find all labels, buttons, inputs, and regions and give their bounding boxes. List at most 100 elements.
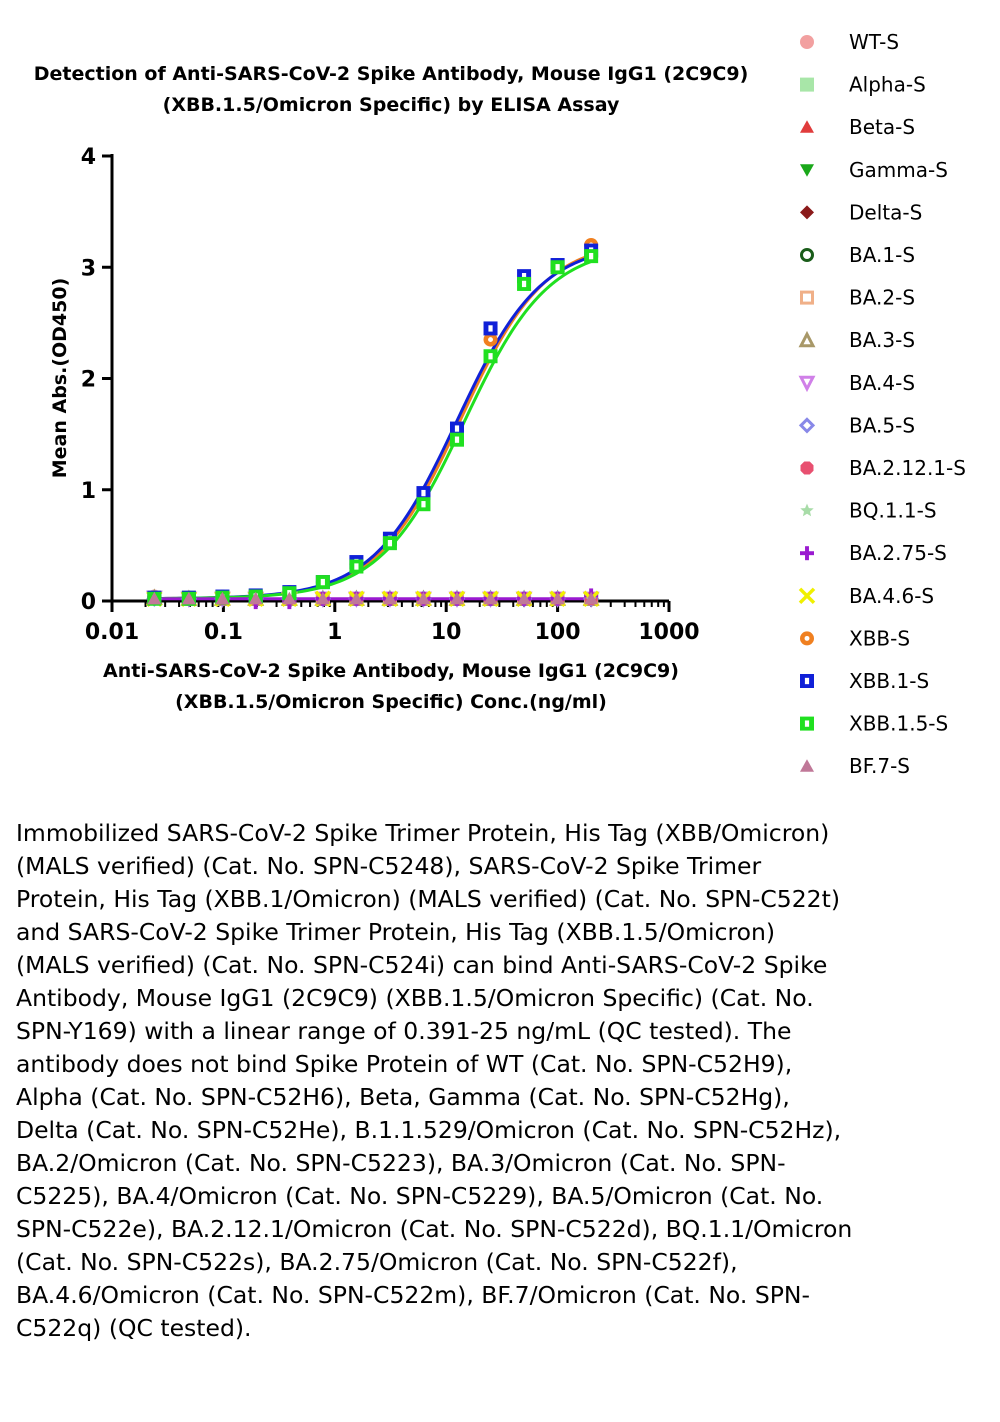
legend-item-alpha-s: Alpha-S bbox=[800, 73, 926, 97]
data-point-bf-7-s bbox=[483, 591, 498, 605]
chart-title-line-1: Detection of Anti-SARS-CoV-2 Spike Antib… bbox=[34, 63, 749, 85]
data-point-xbb-1-s bbox=[483, 321, 498, 336]
legend-item-ba-2-12-1-s: BA.2.12.1-S bbox=[800, 456, 966, 480]
plot-area: 0 1 2 3 4 0.01 0.1 1 10 100 1000 bbox=[81, 145, 700, 645]
legend-marker bbox=[798, 330, 816, 348]
data-point-bf-7-s bbox=[215, 591, 230, 605]
legend-label: BA.5-S bbox=[849, 413, 915, 437]
data-point-xbb-s bbox=[483, 332, 498, 347]
legend-item-beta-s: Beta-S bbox=[800, 115, 915, 139]
data-point-xbb-1-5-s bbox=[416, 497, 431, 512]
data-point-bf-7-s bbox=[181, 591, 196, 605]
fit-curves bbox=[154, 253, 592, 601]
data-point-bf-7-s bbox=[282, 591, 297, 605]
legend-label: BA.4-S bbox=[849, 371, 915, 395]
data-point-bf-7-s bbox=[349, 591, 364, 605]
data-point-xbb-1-5-s bbox=[382, 536, 397, 551]
legend-label: XBB.1-S bbox=[849, 669, 929, 693]
legend-item-ba-2-s: BA.2-S bbox=[800, 286, 915, 310]
data-points bbox=[145, 238, 600, 610]
fit-curve-xbb-1-s bbox=[154, 255, 592, 601]
legend-label: Beta-S bbox=[849, 115, 915, 139]
legend-item-ba-4-6-s: BA.4.6-S bbox=[798, 584, 934, 608]
legend-label: XBB.1.5-S bbox=[849, 712, 948, 736]
legend-label: Alpha-S bbox=[849, 73, 926, 97]
legend-marker bbox=[800, 35, 814, 49]
series-bf-7-s bbox=[147, 591, 599, 605]
series-xbb-1-5-s bbox=[147, 249, 599, 606]
legend-marker bbox=[800, 290, 814, 305]
legend-item-wt-s: WT-S bbox=[800, 30, 899, 54]
series-xbb-s bbox=[147, 238, 599, 605]
y-tick-label: 0 bbox=[81, 590, 96, 615]
fit-curve-xbb-1-5-s bbox=[154, 260, 592, 601]
data-point-bf-7-s bbox=[550, 591, 565, 605]
chart-title-line-2: (XBB.1.5/Omicron Specific) by ELISA Assa… bbox=[163, 94, 620, 116]
legend-marker bbox=[798, 417, 816, 434]
legend-marker bbox=[800, 631, 814, 646]
legend-item-ba-2-75-s: BA.2.75-S bbox=[800, 541, 947, 565]
data-point-xbb-1-5-s bbox=[550, 260, 565, 275]
legend-marker bbox=[800, 120, 814, 133]
data-point-xbb-1-5-s bbox=[584, 249, 599, 264]
legend-marker bbox=[800, 674, 814, 688]
legend-marker bbox=[800, 503, 814, 517]
y-tick-label: 4 bbox=[81, 145, 96, 170]
legend-label: XBB-S bbox=[849, 626, 910, 650]
y-tick-label: 2 bbox=[81, 368, 96, 393]
x-tick-label: 1000 bbox=[638, 620, 699, 645]
fit-curve-xbb-s bbox=[154, 253, 592, 601]
x-tick-label: 100 bbox=[535, 620, 581, 645]
data-point-xbb-1-5-s bbox=[483, 349, 498, 364]
legend-label: BA.2-S bbox=[849, 286, 915, 310]
legend-item-bq-1-1-s: BQ.1.1-S bbox=[800, 499, 937, 523]
legend-marker bbox=[800, 716, 814, 731]
legend-label: BA.2.75-S bbox=[849, 541, 947, 565]
x-tick-label: 0.01 bbox=[85, 620, 139, 645]
legend-item-xbb-s: XBB-S bbox=[800, 626, 910, 650]
legend-item-bf-7-s: BF.7-S bbox=[800, 754, 910, 778]
x-tick-label: 1 bbox=[327, 620, 342, 645]
data-point-bf-7-s bbox=[517, 591, 532, 605]
data-point-bf-7-s bbox=[584, 591, 599, 605]
legend-label: BA.2.12.1-S bbox=[849, 456, 966, 480]
legend: WT-S Alpha-S Beta-S Gamma-S Delta-S BA.1-S BA.… bbox=[798, 30, 966, 778]
legend-item-ba-3-s: BA.3-S bbox=[798, 328, 915, 352]
legend-item-gamma-s: Gamma-S bbox=[800, 158, 948, 182]
elisa-chart: Detection of Anti-SARS-CoV-2 Spike Antib… bbox=[34, 30, 966, 778]
legend-label: BA.4.6-S bbox=[849, 584, 934, 608]
y-axis-label: Mean Abs.(OD450) bbox=[49, 278, 71, 479]
y-tick-label: 3 bbox=[81, 256, 96, 281]
legend-label: Gamma-S bbox=[849, 158, 948, 182]
figure-caption: Immobilized SARS-CoV-2 Spike Trimer Prot… bbox=[16, 819, 853, 1342]
legend-item-delta-s: Delta-S bbox=[800, 200, 922, 224]
data-point-xbb-1-5-s bbox=[315, 575, 330, 590]
legend-marker bbox=[798, 375, 816, 393]
x-axis-label-line-1: Anti-SARS-CoV-2 Spike Antibody, Mouse Ig… bbox=[103, 660, 679, 682]
data-point-xbb-1-5-s bbox=[449, 432, 464, 447]
legend-marker bbox=[800, 546, 814, 561]
legend-item-ba-1-s: BA.1-S bbox=[800, 243, 915, 267]
x-tick-label: 10 bbox=[431, 620, 462, 645]
legend-marker bbox=[800, 461, 814, 475]
data-point-xbb-1-5-s bbox=[349, 559, 364, 574]
legend-item-xbb-1-s: XBB.1-S bbox=[800, 669, 929, 693]
legend-marker bbox=[798, 587, 816, 605]
legend-label: BA.3-S bbox=[849, 328, 915, 352]
data-point-bf-7-s bbox=[248, 591, 263, 605]
legend-marker bbox=[800, 248, 814, 262]
legend-marker bbox=[800, 205, 814, 220]
x-axis-label-line-2: (XBB.1.5/Omicron Specific) Conc.(ng/ml) bbox=[175, 691, 607, 713]
legend-item-ba-5-s: BA.5-S bbox=[798, 413, 915, 437]
data-point-bf-7-s bbox=[416, 591, 431, 605]
data-point-bf-7-s bbox=[147, 591, 162, 605]
data-point-xbb-1-5-s bbox=[517, 276, 532, 291]
legend-item-xbb-1-5-s: XBB.1.5-S bbox=[800, 712, 948, 736]
data-point-bf-7-s bbox=[382, 591, 397, 605]
legend-marker bbox=[800, 77, 814, 92]
data-point-xbb-1-s bbox=[416, 486, 431, 501]
data-point-bf-7-s bbox=[315, 591, 330, 605]
legend-marker bbox=[800, 164, 814, 177]
data-point-bf-7-s bbox=[449, 591, 464, 605]
y-tick-label: 1 bbox=[81, 479, 96, 504]
